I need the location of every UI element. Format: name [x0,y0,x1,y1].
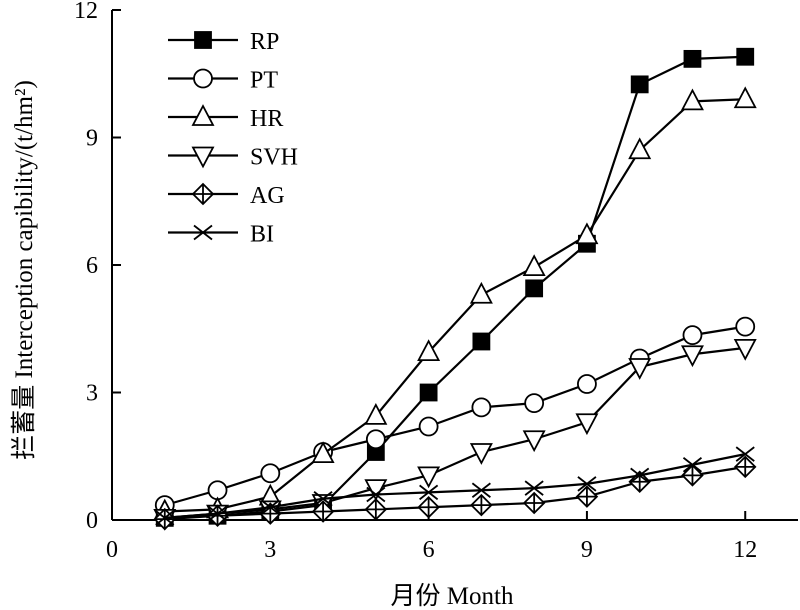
data-point-bi [155,510,175,526]
y-axis-title: 拦蓄量 Interception capibility/(t/hm²) [10,80,38,460]
data-point-ag [364,498,388,521]
series-line-pt [164,325,746,507]
data-point-bi [207,505,228,522]
y-tick-label: 6 [86,253,98,279]
data-point-hr [311,441,335,464]
data-point-hr [522,254,546,277]
data-point-rp [630,75,649,94]
data-point-pt [471,397,492,418]
data-point-bi [577,476,597,492]
legend-item-bi: BI [168,222,274,248]
data-point-svh [680,345,704,368]
data-point-bi [735,446,755,462]
data-point-rp [472,332,491,351]
data-point-hr [628,137,652,160]
legend-label-svh: SVH [250,145,298,171]
data-point-rp [419,383,438,402]
data-point-hr [680,88,704,111]
data-point-pt [577,374,597,394]
legend-label-bi: BI [250,222,274,248]
legend-marker-rp [194,31,212,49]
series-line-hr [164,98,746,513]
data-point-ag [681,464,704,487]
legend-item-pt: PT [168,68,278,94]
series-rp [155,47,755,527]
data-point-svh [575,413,599,436]
data-point-hr [733,86,757,109]
y-tick-label: 3 [86,381,98,407]
data-point-rp [683,49,702,68]
data-point-bi [682,457,703,473]
legend-item-svh: SVH [168,145,298,171]
data-point-svh [733,338,757,361]
x-tick-label: 9 [581,537,593,563]
legend-label-ag: AG [250,183,285,209]
data-point-bi [524,480,544,496]
data-point-ag [733,455,757,479]
data-point-ag [311,500,335,523]
data-point-rp [525,279,544,298]
data-point-bi [366,486,386,503]
data-point-hr [575,222,599,245]
data-point-bi [260,499,280,515]
legend-marker-bi [193,224,213,241]
data-point-ag [259,502,282,525]
series-line-bi [164,453,746,519]
legend-label-hr: HR [250,106,283,132]
y-tick-label: 0 [86,508,98,534]
x-tick-label: 6 [423,537,435,563]
legend-item-rp: RP [168,29,279,55]
data-point-svh [522,430,546,453]
series-ag [153,455,757,531]
data-point-pt [365,429,386,450]
data-point-bi [419,484,439,501]
x-tick-label: 3 [264,537,276,563]
data-point-pt [682,325,703,346]
legend: RP PT HR SVH AG BI [168,29,298,248]
data-point-hr [469,281,493,304]
x-tick-label: 12 [733,537,757,563]
series-pt [154,316,756,516]
data-point-bi [313,491,333,507]
data-point-ag [417,495,440,519]
data-point-svh [469,443,493,465]
data-point-pt [260,463,281,484]
axes [111,10,798,521]
data-point-pt [524,393,545,414]
series-layer [153,47,757,531]
data-point-hr [364,402,388,425]
data-point-pt [735,316,756,337]
legend-marker-pt [193,68,213,89]
x-axis-title: 月份 Month [391,582,514,610]
y-tick-label: 9 [86,126,98,152]
legend-marker-svh [191,146,215,169]
y-tick-label: 12 [74,0,98,24]
series-line-svh [164,346,746,519]
data-point-bi [630,467,650,484]
data-point-svh [628,358,652,380]
legend-marker-ag [191,182,215,206]
legend-label-rp: RP [250,29,279,55]
data-point-bi [471,482,491,498]
tick-labels: 0 3 6 9 12 0 3 6 9 12 [74,0,757,563]
legend-marker-hr [191,104,215,126]
x-tick-label: 0 [106,537,118,563]
legend-label-pt: PT [250,68,278,94]
data-point-ag [522,491,546,515]
data-point-ag [470,493,493,517]
series-bi [155,446,755,526]
data-point-hr [417,339,441,362]
data-point-ag [575,485,599,508]
series-hr [153,86,757,521]
legend-item-ag: AG [168,182,285,209]
data-point-rp [736,47,755,66]
data-point-pt [418,416,439,437]
legend-item-hr: HR [168,104,283,132]
data-point-svh [417,466,441,489]
